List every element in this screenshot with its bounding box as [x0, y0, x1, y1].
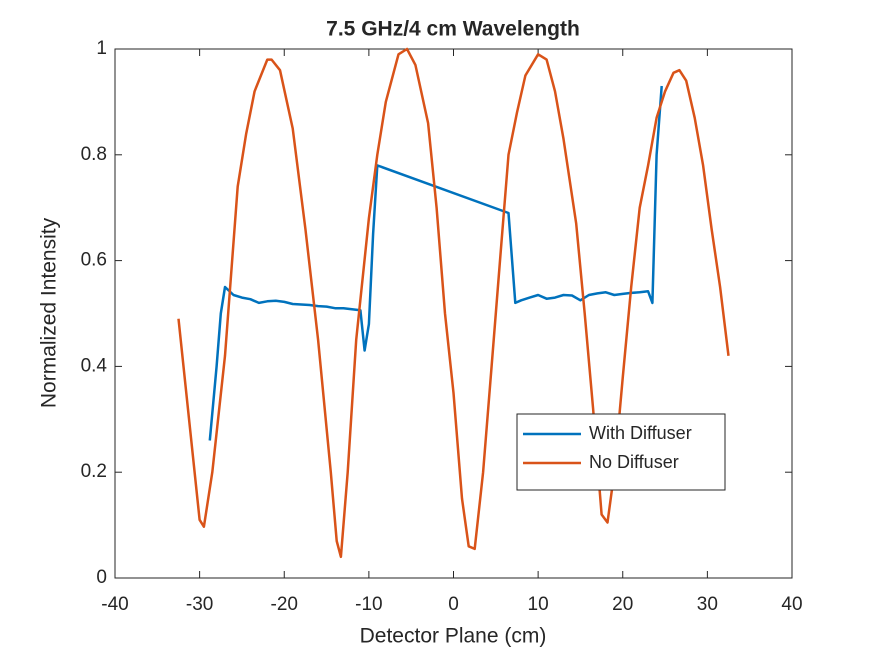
y-tick-label: 0 [96, 567, 107, 588]
y-tick-label: 0.8 [81, 144, 107, 165]
y-tick-label: 0.6 [81, 250, 107, 271]
y-axis-label: Normalized Intensity [38, 217, 61, 408]
x-tick-label: -30 [186, 594, 213, 615]
x-tick-label: 0 [448, 594, 459, 615]
x-tick-label: 10 [528, 594, 549, 615]
y-tick-label: 0.2 [81, 461, 107, 482]
chart-title: 7.5 GHz/4 cm Wavelength [326, 18, 580, 41]
legend-label: With Diffuser [589, 423, 692, 443]
x-tick-label: 40 [781, 594, 802, 615]
x-tick-label: -20 [271, 594, 298, 615]
y-tick-label: 1 [96, 38, 107, 59]
x-tick-label: -40 [101, 594, 128, 615]
x-tick-label: -10 [355, 594, 382, 615]
data-line [177, 47, 730, 559]
x-tick-label: 20 [612, 594, 633, 615]
legend-box [516, 413, 726, 491]
x-axis-label: Detector Plane (cm) [360, 625, 547, 648]
y-tick-label: 0.4 [81, 355, 108, 376]
legend-label: No Diffuser [589, 452, 679, 472]
x-tick-label: 30 [697, 594, 718, 615]
plot-area [114, 48, 793, 579]
data-line [208, 85, 663, 441]
